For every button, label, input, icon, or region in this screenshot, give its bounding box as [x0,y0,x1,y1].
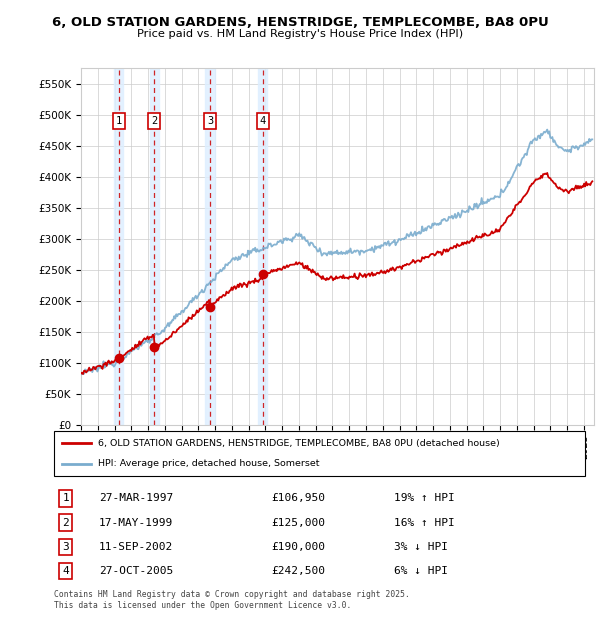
Text: 19% ↑ HPI: 19% ↑ HPI [394,494,455,503]
Text: 6, OLD STATION GARDENS, HENSTRIDGE, TEMPLECOMBE, BA8 0PU (detached house): 6, OLD STATION GARDENS, HENSTRIDGE, TEMP… [98,438,499,448]
Text: 16% ↑ HPI: 16% ↑ HPI [394,518,455,528]
Text: £125,000: £125,000 [272,518,326,528]
Text: 2: 2 [151,116,158,126]
Text: 3: 3 [207,116,213,126]
Text: 2: 2 [62,518,69,528]
Text: 27-MAR-1997: 27-MAR-1997 [99,494,173,503]
Text: £106,950: £106,950 [272,494,326,503]
Text: £242,500: £242,500 [272,566,326,576]
Bar [150,68,159,425]
Text: 3% ↓ HPI: 3% ↓ HPI [394,542,448,552]
Text: Price paid vs. HM Land Registry's House Price Index (HPI): Price paid vs. HM Land Registry's House … [137,29,463,39]
Text: 6% ↓ HPI: 6% ↓ HPI [394,566,448,576]
Text: 4: 4 [259,116,266,126]
Text: 3: 3 [62,542,69,552]
Text: £190,000: £190,000 [272,542,326,552]
Bar [205,68,215,425]
Text: 6, OLD STATION GARDENS, HENSTRIDGE, TEMPLECOMBE, BA8 0PU: 6, OLD STATION GARDENS, HENSTRIDGE, TEMP… [52,16,548,29]
Text: Contains HM Land Registry data © Crown copyright and database right 2025.
This d: Contains HM Land Registry data © Crown c… [54,590,410,609]
Text: 11-SEP-2002: 11-SEP-2002 [99,542,173,552]
Text: HPI: Average price, detached house, Somerset: HPI: Average price, detached house, Some… [98,459,319,469]
Text: 1: 1 [115,116,122,126]
Text: 1: 1 [62,494,69,503]
Text: 27-OCT-2005: 27-OCT-2005 [99,566,173,576]
Bar [258,68,267,425]
FancyBboxPatch shape [54,431,585,476]
Bar [114,68,123,425]
Text: 17-MAY-1999: 17-MAY-1999 [99,518,173,528]
Text: 4: 4 [62,566,69,576]
